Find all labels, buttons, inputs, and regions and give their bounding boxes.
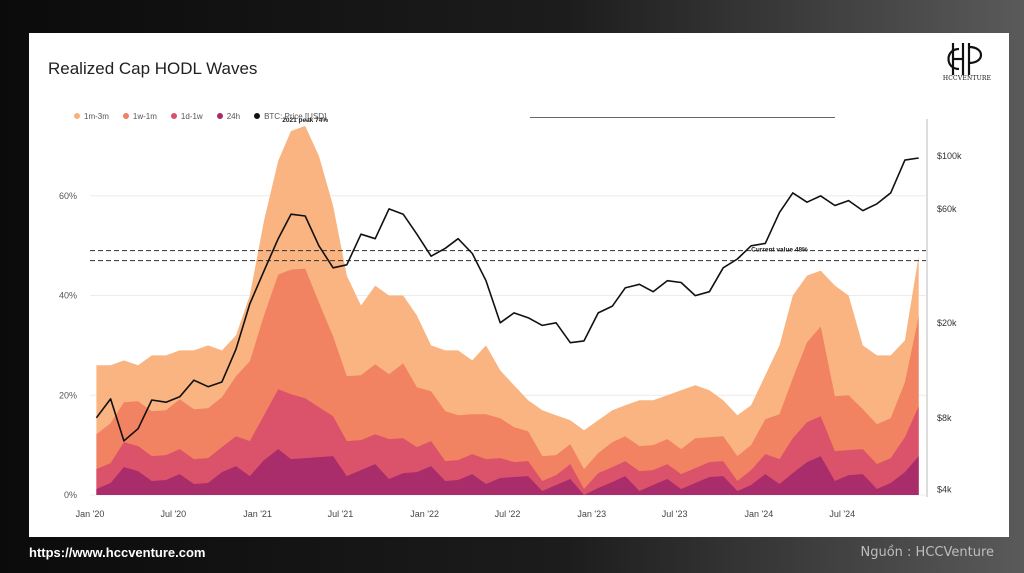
x-tick-label: Jan '21	[243, 509, 272, 519]
legend-scroll-track	[530, 117, 835, 118]
legend-label-btc-price: BTC: Price [USD]	[264, 111, 327, 121]
x-tick-label: Jul '24	[829, 509, 855, 519]
btc-price-line	[95, 157, 919, 442]
legend-label-1w-1m: 1w-1m	[132, 111, 157, 121]
chart-title: Realized Cap HODL Waves	[48, 59, 258, 78]
x-tick-label: Jul '20	[160, 509, 186, 519]
logo-wordmark: HCCVENTURE	[942, 75, 992, 82]
chart-card: Realized Cap HODL Waves HCCVENTURE 1m-3m…	[29, 33, 1009, 537]
legend-swatch-24h	[216, 113, 223, 119]
y-right-tick-label: $100k	[937, 151, 962, 161]
source-credit: Nguồn : HCCVenture	[860, 545, 995, 560]
area-series-24h	[96, 449, 919, 495]
x-tick-label: Jan '24	[745, 509, 774, 519]
legend-swatch-1w-1m	[122, 113, 129, 119]
y-right-tick-label: $4k	[937, 485, 952, 495]
hodl-waves-chart: 0% 20% 40% 60% $4k $8k $20k $60k $100k Jan '20 Jul…	[59, 117, 962, 519]
legend-label-24h: 24h	[226, 111, 241, 121]
y-left-tick-label: 0%	[64, 490, 77, 500]
y-right-tick-label: $20k	[937, 318, 957, 328]
legend-item-1w-1m[interactable]: 1w-1m	[122, 111, 157, 121]
chart-annotation: Current value 48%	[751, 247, 808, 254]
x-tick-label: Jan '20	[76, 509, 105, 519]
x-tick-label: Jan '22	[410, 509, 439, 519]
legend-item-1m-3m[interactable]: 1m-3m	[74, 112, 109, 121]
y-left-tick-label: 60%	[59, 191, 77, 201]
legend-swatch-1d-1w	[170, 113, 177, 119]
y-left-tick-label: 20%	[59, 390, 77, 400]
chart-annotation: 2021 peak 74%	[282, 117, 328, 124]
y-right-tick-label: $8k	[937, 413, 952, 423]
legend-item-btc-price[interactable]: BTC: Price [USD]	[254, 112, 326, 121]
legend-item-1d-1w[interactable]: 1d-1w	[170, 111, 203, 121]
legend-swatch-1m-3m	[74, 113, 80, 119]
x-tick-label: Jan '23	[577, 509, 606, 519]
chart-legend: 1m-3m 1w-1m 1d-1w 24h BTC: Price [USD]	[74, 110, 326, 122]
x-tick-label: Jul '21	[328, 509, 354, 519]
x-tick-label: Jul '23	[662, 509, 688, 519]
legend-item-24h[interactable]: 24h	[216, 111, 241, 121]
y-left-tick-label: 40%	[59, 291, 77, 301]
legend-label-1d-1w: 1d-1w	[180, 111, 203, 121]
legend-label-1m-3m: 1m-3m	[84, 111, 109, 121]
x-tick-label: Jul '22	[495, 509, 521, 519]
y-right-tick-label: $60k	[937, 204, 957, 214]
legend-swatch-btc-price	[254, 113, 261, 119]
hccventure-logo	[947, 43, 983, 75]
website-url[interactable]: https://www.hccventure.com	[29, 545, 206, 560]
